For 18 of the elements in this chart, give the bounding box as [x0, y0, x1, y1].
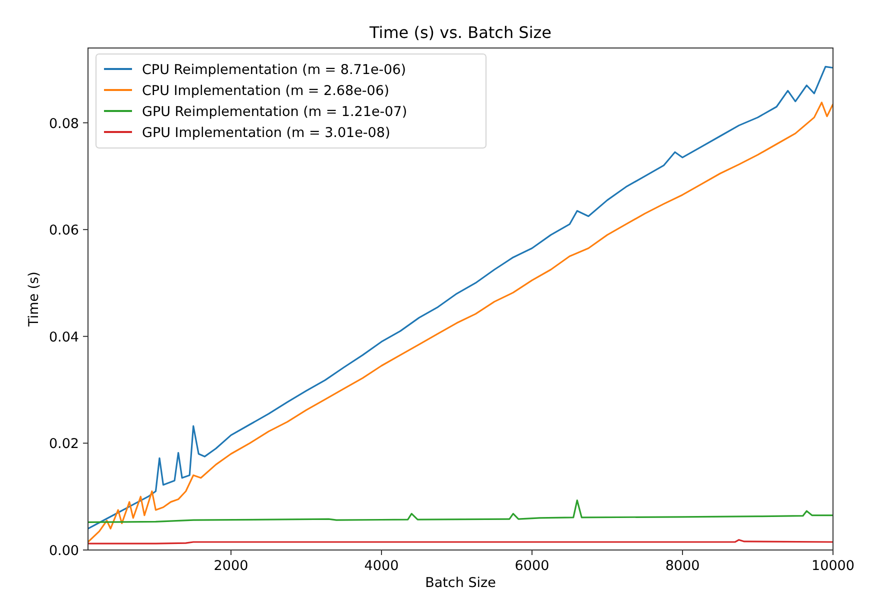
x-tick-label: 8000 [665, 558, 700, 574]
x-tick-label: 4000 [364, 558, 399, 574]
y-tick-label: 0.06 [48, 222, 79, 239]
chart-title: Time (s) vs. Batch Size [368, 23, 552, 42]
legend-label: GPU Implementation (m = 3.01e-08) [142, 125, 390, 141]
y-tick-label: 0.08 [48, 116, 79, 132]
line-series [88, 500, 833, 524]
x-tick-label: 10000 [812, 558, 854, 574]
x-tick-label: 2000 [214, 558, 248, 574]
y-tick-label: 0.02 [48, 436, 79, 452]
y-tick-label: 0.00 [48, 543, 79, 559]
legend-label: GPU Reimplementation (m = 1.21e-07) [142, 104, 408, 120]
x-axis-title: Batch Size [425, 575, 496, 591]
x-tick-label: 6000 [514, 558, 550, 574]
legend-label: CPU Reimplementation (m = 8.71e-06) [142, 62, 406, 78]
y-axis-title: Time (s) [26, 272, 42, 328]
y-tick-label: 0.04 [48, 329, 79, 346]
legend-label: CPU Implementation (m = 2.68e-06) [142, 83, 390, 99]
